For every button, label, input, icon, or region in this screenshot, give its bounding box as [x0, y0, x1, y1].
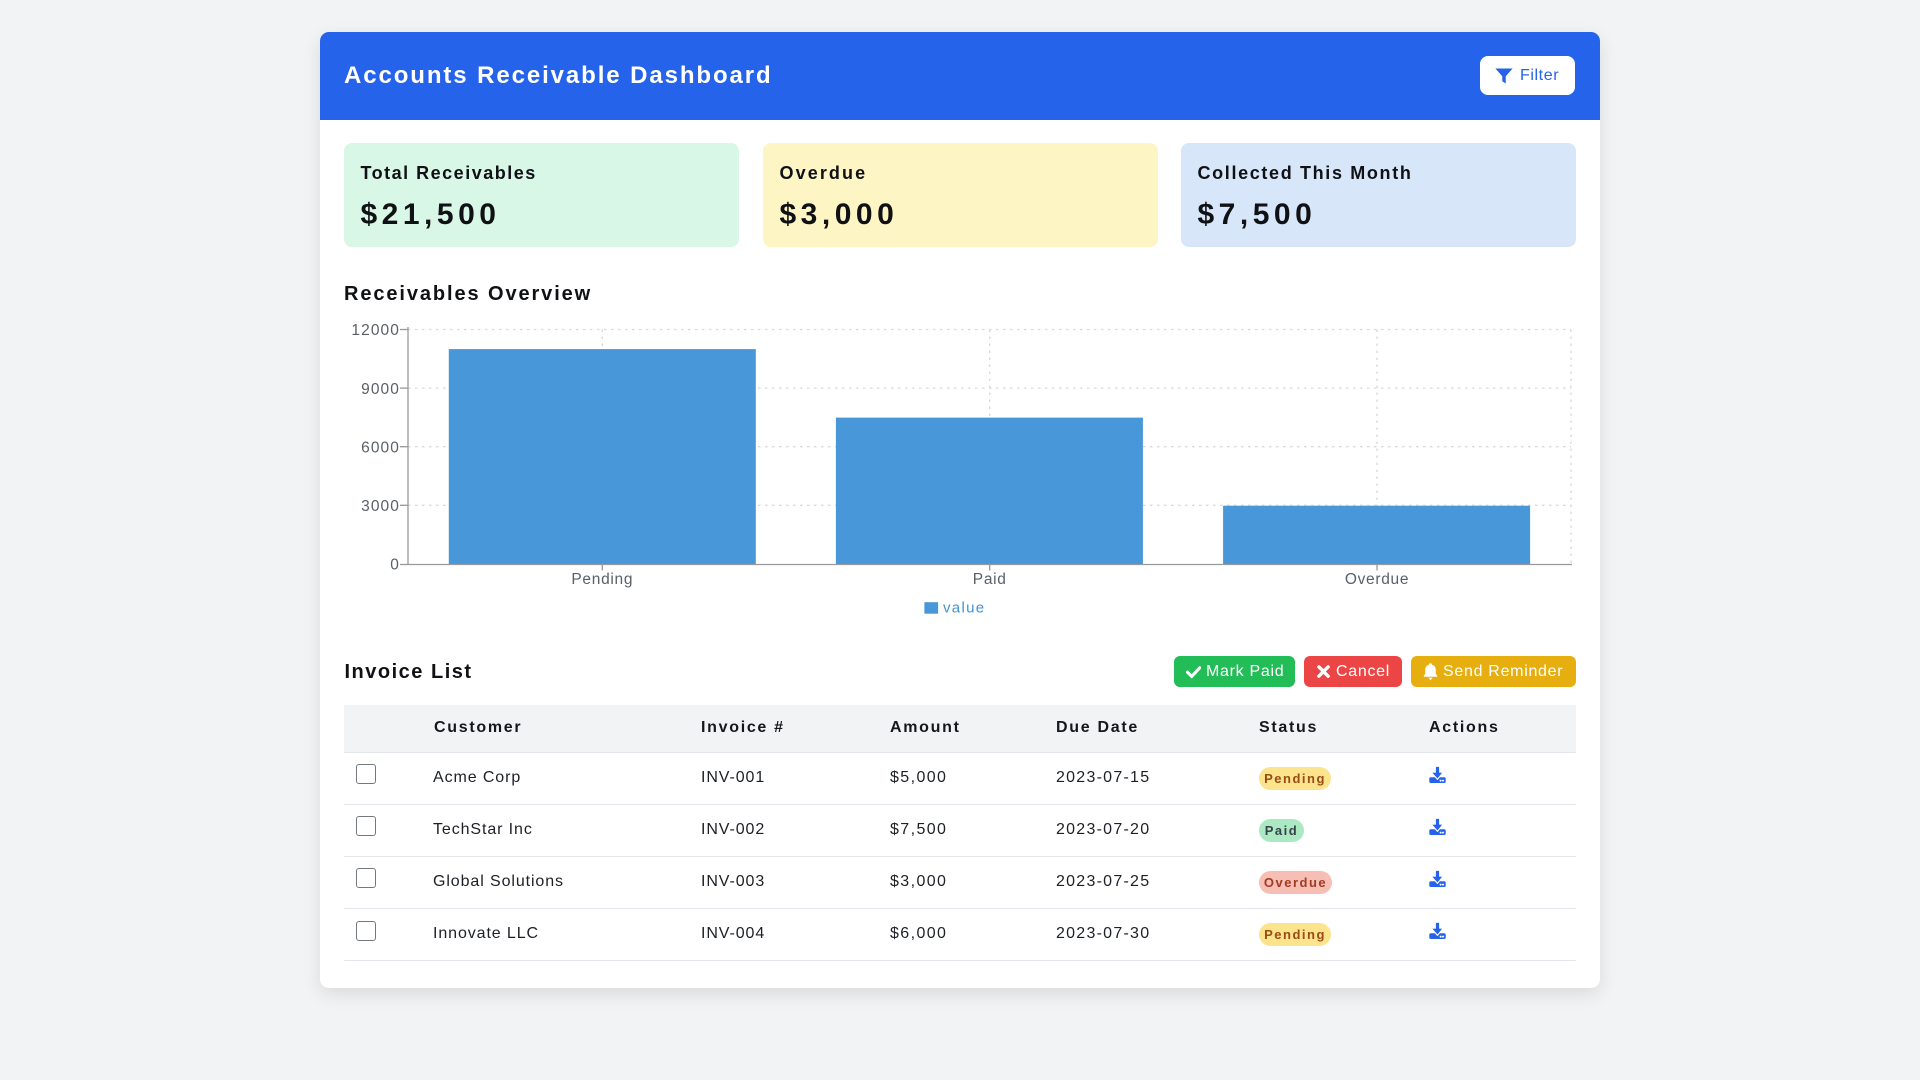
svg-text:3000: 3000 [361, 498, 400, 515]
svg-text:Overdue: Overdue [1345, 571, 1409, 588]
svg-text:9000: 9000 [361, 381, 400, 398]
svg-text:Paid: Paid [973, 571, 1007, 588]
svg-text:0: 0 [390, 557, 400, 574]
svg-text:Pending: Pending [571, 571, 633, 588]
svg-text:12000: 12000 [351, 322, 400, 339]
svg-text:value: value [943, 600, 985, 617]
svg-text:6000: 6000 [361, 439, 400, 456]
